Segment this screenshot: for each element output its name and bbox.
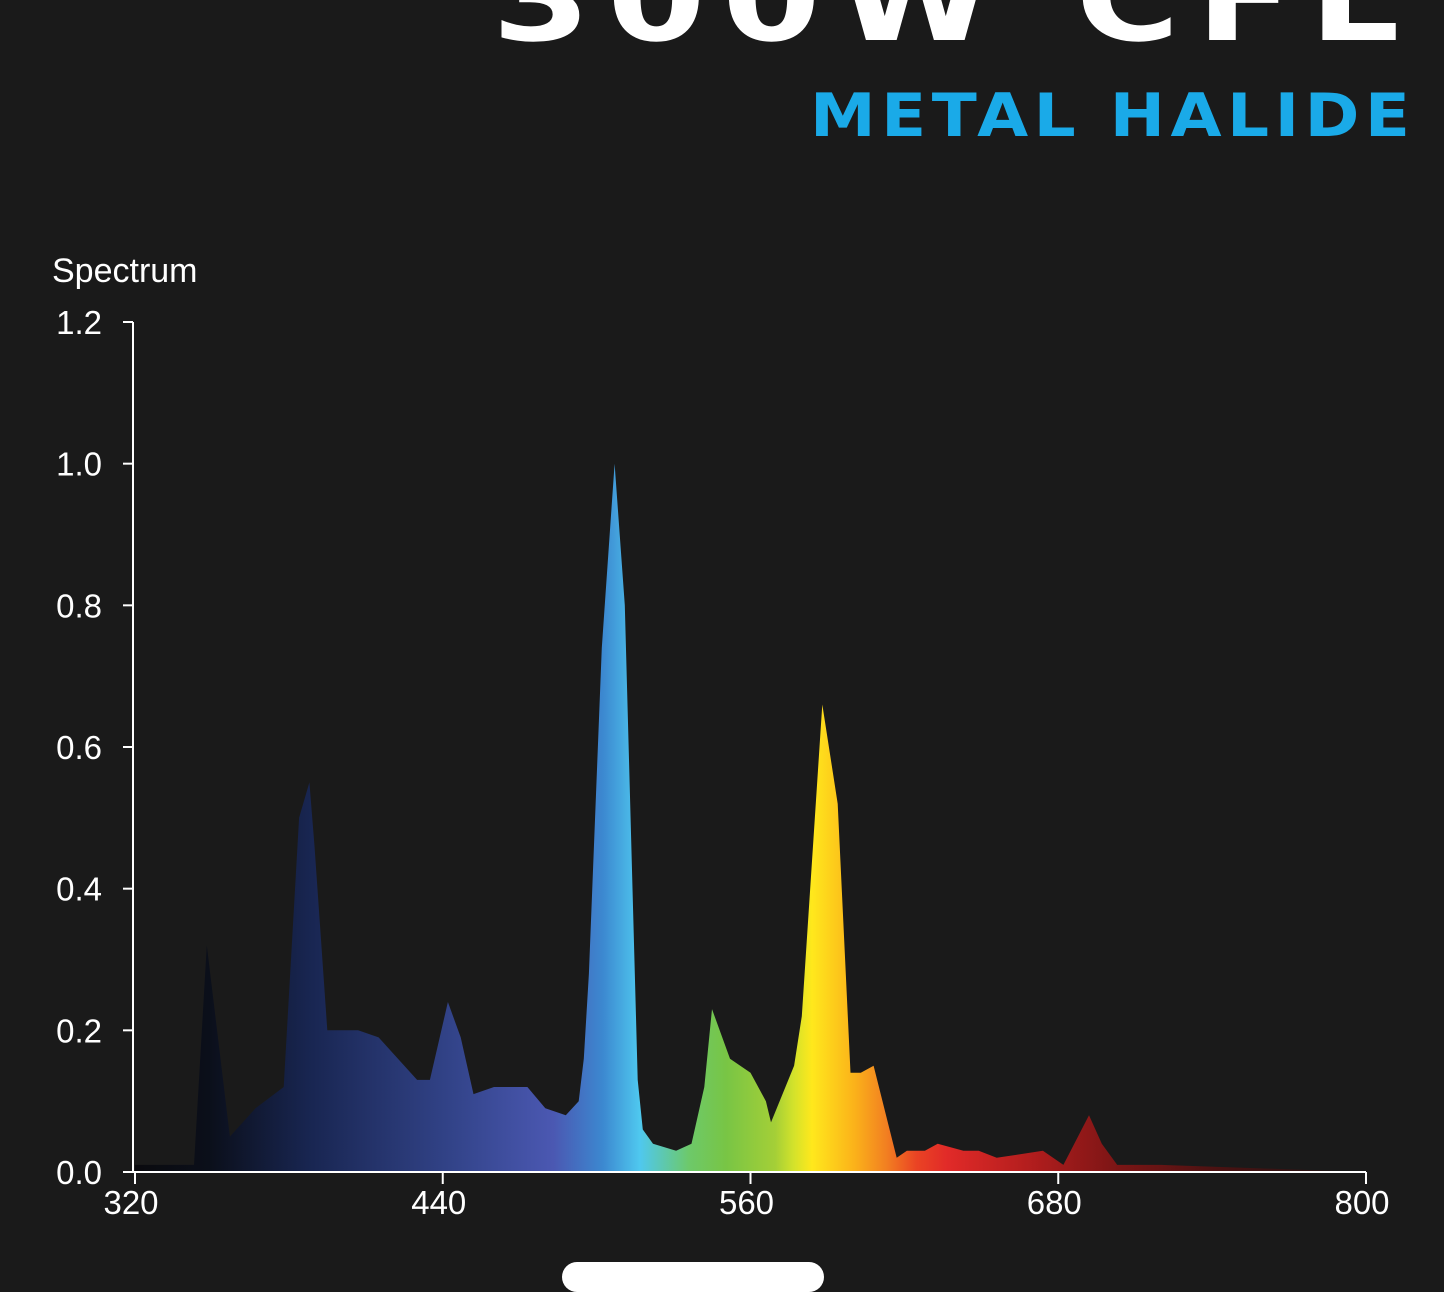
page-title: 300W CFL <box>492 0 1416 60</box>
y-tick-label: 0.4 <box>56 871 102 908</box>
y-axis-title: Spectrum <box>52 252 198 290</box>
x-axis-ticks: 320 440 560 680 800 <box>103 1172 1390 1221</box>
x-tick-label: 680 <box>1027 1184 1082 1221</box>
y-tick-label: 1.2 <box>56 304 102 341</box>
x-tick-label: 800 <box>1334 1184 1389 1221</box>
y-tick-label: 0.2 <box>56 1012 102 1049</box>
y-tick-label: 0.0 <box>56 1154 102 1191</box>
y-tick-label: 0.6 <box>56 729 102 766</box>
y-tick-label: 1.0 <box>56 446 102 483</box>
x-tick-label: 560 <box>719 1184 774 1221</box>
x-tick-label: 320 <box>103 1184 158 1221</box>
bottom-pill-handle[interactable] <box>562 1262 824 1292</box>
x-tick-label: 440 <box>411 1184 466 1221</box>
y-axis-ticks: 0.0 0.2 0.4 0.6 0.8 1.0 1.2 <box>56 304 133 1191</box>
y-tick-label: 0.8 <box>56 587 102 624</box>
page-subtitle: METAL HALIDE <box>810 81 1416 151</box>
spectrum-area <box>135 463 1366 1172</box>
